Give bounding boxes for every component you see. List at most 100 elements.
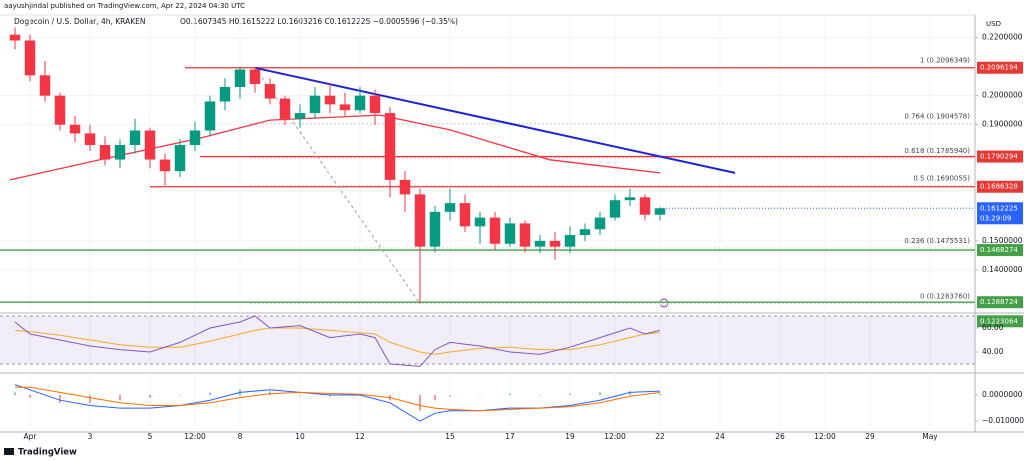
price-marker-label: 0.1468274 [980, 246, 1018, 254]
candle-body [414, 194, 426, 247]
macd-histogram [29, 395, 31, 398]
ohlc-line: O0.1607345 H0.1615222 L0.1603216 C0.1612… [180, 17, 458, 26]
price-marker [977, 315, 1023, 328]
candle-body [189, 130, 201, 146]
candle-body [504, 223, 516, 244]
x-tick-label: 29 [865, 432, 875, 441]
x-tick-label: 12 [355, 432, 365, 441]
candle-body [249, 69, 261, 85]
candle-body [84, 133, 96, 146]
macd-histogram [449, 395, 451, 397]
candle-body [639, 197, 651, 215]
y-tick-label: 0.1400000 [982, 265, 1023, 274]
candle-body [534, 240, 546, 247]
brand: TradingView [18, 448, 77, 458]
y-tick-label: 0.1500000 [982, 236, 1023, 245]
candle-body [114, 145, 126, 160]
candle-body [309, 95, 321, 114]
candle-body [54, 95, 66, 125]
candle-body [564, 235, 576, 247]
price-marker [977, 296, 1023, 309]
candle-body [474, 217, 486, 227]
macd-histogram [509, 393, 511, 396]
macd-histogram [14, 392, 16, 396]
macd-tick-label: 0.0000000 [982, 390, 1023, 399]
candle-body [219, 86, 231, 102]
x-tick-label: 15 [445, 432, 455, 441]
fib-label: 1 (0.2096349) [920, 57, 970, 65]
price-marker [977, 244, 1023, 257]
fib-label: 0.764 (0.1904578) [904, 112, 970, 120]
candle-body [204, 101, 216, 131]
x-tick-label: Apr [24, 432, 38, 441]
candle-body [69, 124, 81, 134]
macd-histogram [434, 395, 436, 401]
candle-body [144, 130, 156, 160]
x-tick-label: 10 [295, 432, 305, 441]
fib-label: 0.236 (0.1475531) [904, 237, 970, 245]
y-tick-label: 0.2000000 [982, 91, 1023, 100]
x-tick-label: 12:00 [184, 432, 206, 441]
trendline [254, 66, 736, 174]
candle-body [24, 40, 36, 76]
publisher-line: aayushjindal published on TradingView.co… [4, 2, 245, 10]
macd-histogram [569, 393, 571, 396]
candle-body [594, 217, 606, 230]
fib-label: 0 (0.1283760) [920, 293, 970, 301]
x-tick-label: 12:00 [814, 432, 836, 441]
macd-histogram [299, 395, 301, 396]
x-tick-label: 8 [238, 432, 243, 441]
candle-body [294, 113, 306, 119]
candle-body [99, 145, 111, 160]
fib-label: 0.618 (0.1785940) [904, 147, 970, 155]
candle-body [354, 95, 366, 111]
price-marker-label: 0.1288724 [980, 298, 1018, 306]
price-marker-label: 0.1790294 [980, 153, 1018, 161]
candle-body [384, 113, 396, 180]
candle-body [159, 159, 171, 172]
x-tick-label: 3 [88, 432, 93, 441]
price-marker [977, 61, 1023, 74]
price-marker [977, 202, 1023, 225]
x-tick-label: 17 [505, 432, 515, 441]
x-tick-label: 19 [565, 432, 575, 441]
candle-body [129, 130, 141, 146]
macd-histogram [149, 395, 151, 398]
x-tick-label: 26 [775, 432, 785, 441]
rsi-tick-label: 40.00 [982, 347, 1004, 356]
macd-histogram [479, 395, 481, 396]
x-tick-label: 24 [715, 432, 725, 441]
candle-body [489, 217, 501, 244]
candle-body [579, 229, 591, 236]
macd-histogram [179, 395, 181, 396]
currency: USD [986, 20, 1001, 28]
last-price-label: 0.1612225 [980, 204, 1018, 212]
macd-histogram [209, 392, 211, 396]
candle-body [519, 223, 531, 247]
candle-body [654, 208, 666, 215]
countdown: 03:29:09 [980, 214, 1011, 222]
candle-body [234, 69, 246, 87]
candle-body [174, 145, 186, 172]
rsi-band [0, 315, 975, 364]
candle-body [459, 203, 471, 227]
macd-histogram [659, 393, 661, 396]
macd-histogram [59, 395, 61, 403]
x-tick-label: May [922, 432, 938, 441]
fib-label: 0.5 (0.1690055) [913, 175, 970, 183]
candle-body [39, 75, 51, 96]
candle-body [324, 95, 336, 105]
symbol: Dogecoin / U.S. Dollar, 4h, KRAKEN [14, 17, 145, 26]
x-tick-label: 22 [655, 432, 665, 441]
macd-histogram [629, 391, 631, 396]
candle-body [429, 211, 441, 247]
candle-body [339, 104, 351, 111]
macd-histogram [119, 395, 121, 401]
y-tick-label: 0.1900000 [982, 120, 1023, 129]
macd-tick-label: −0.0100000 [982, 416, 1024, 425]
candle-body [369, 95, 381, 114]
candle-body [9, 34, 21, 41]
price-marker-label: 0.1686328 [980, 183, 1018, 191]
price-marker [977, 150, 1023, 163]
